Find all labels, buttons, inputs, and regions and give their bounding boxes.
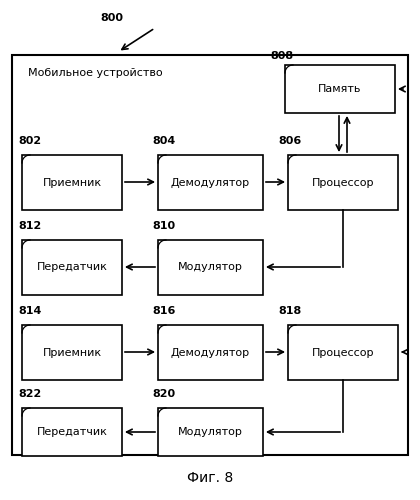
Text: 816: 816	[152, 306, 176, 316]
Text: 804: 804	[152, 136, 175, 146]
Bar	[288, 325, 398, 380]
Text: Модулятор: Модулятор	[178, 427, 243, 437]
Bar	[285, 65, 395, 113]
Bar	[22, 408, 122, 456]
Text: 814: 814	[18, 306, 42, 316]
Bar	[288, 155, 398, 210]
Text: Демодулятор: Демодулятор	[171, 348, 250, 358]
Text: 800: 800	[100, 13, 123, 23]
Text: Модулятор: Модулятор	[178, 262, 243, 272]
Text: 808: 808	[270, 51, 293, 61]
Text: Передатчик: Передатчик	[37, 262, 108, 272]
Text: Фиг. 8: Фиг. 8	[187, 471, 233, 485]
Bar	[158, 408, 263, 456]
Text: Мобильное устройство: Мобильное устройство	[28, 68, 163, 78]
Text: 818: 818	[278, 306, 301, 316]
Text: Приемник: Приемник	[42, 348, 102, 358]
Text: Приемник: Приемник	[42, 178, 102, 188]
Bar	[12, 55, 408, 455]
Bar	[22, 325, 122, 380]
Text: Демодулятор: Демодулятор	[171, 178, 250, 188]
Bar	[22, 240, 122, 295]
Text: 806: 806	[278, 136, 301, 146]
Bar	[158, 325, 263, 380]
Text: 812: 812	[18, 221, 41, 231]
Bar	[22, 155, 122, 210]
Text: Память: Память	[318, 84, 362, 94]
Text: 810: 810	[152, 221, 175, 231]
Text: Процессор: Процессор	[312, 178, 374, 188]
Text: 820: 820	[152, 389, 175, 399]
Text: 802: 802	[18, 136, 41, 146]
Bar	[158, 240, 263, 295]
Text: Процессор: Процессор	[312, 348, 374, 358]
Text: Передатчик: Передатчик	[37, 427, 108, 437]
Text: 822: 822	[18, 389, 41, 399]
Bar	[158, 155, 263, 210]
